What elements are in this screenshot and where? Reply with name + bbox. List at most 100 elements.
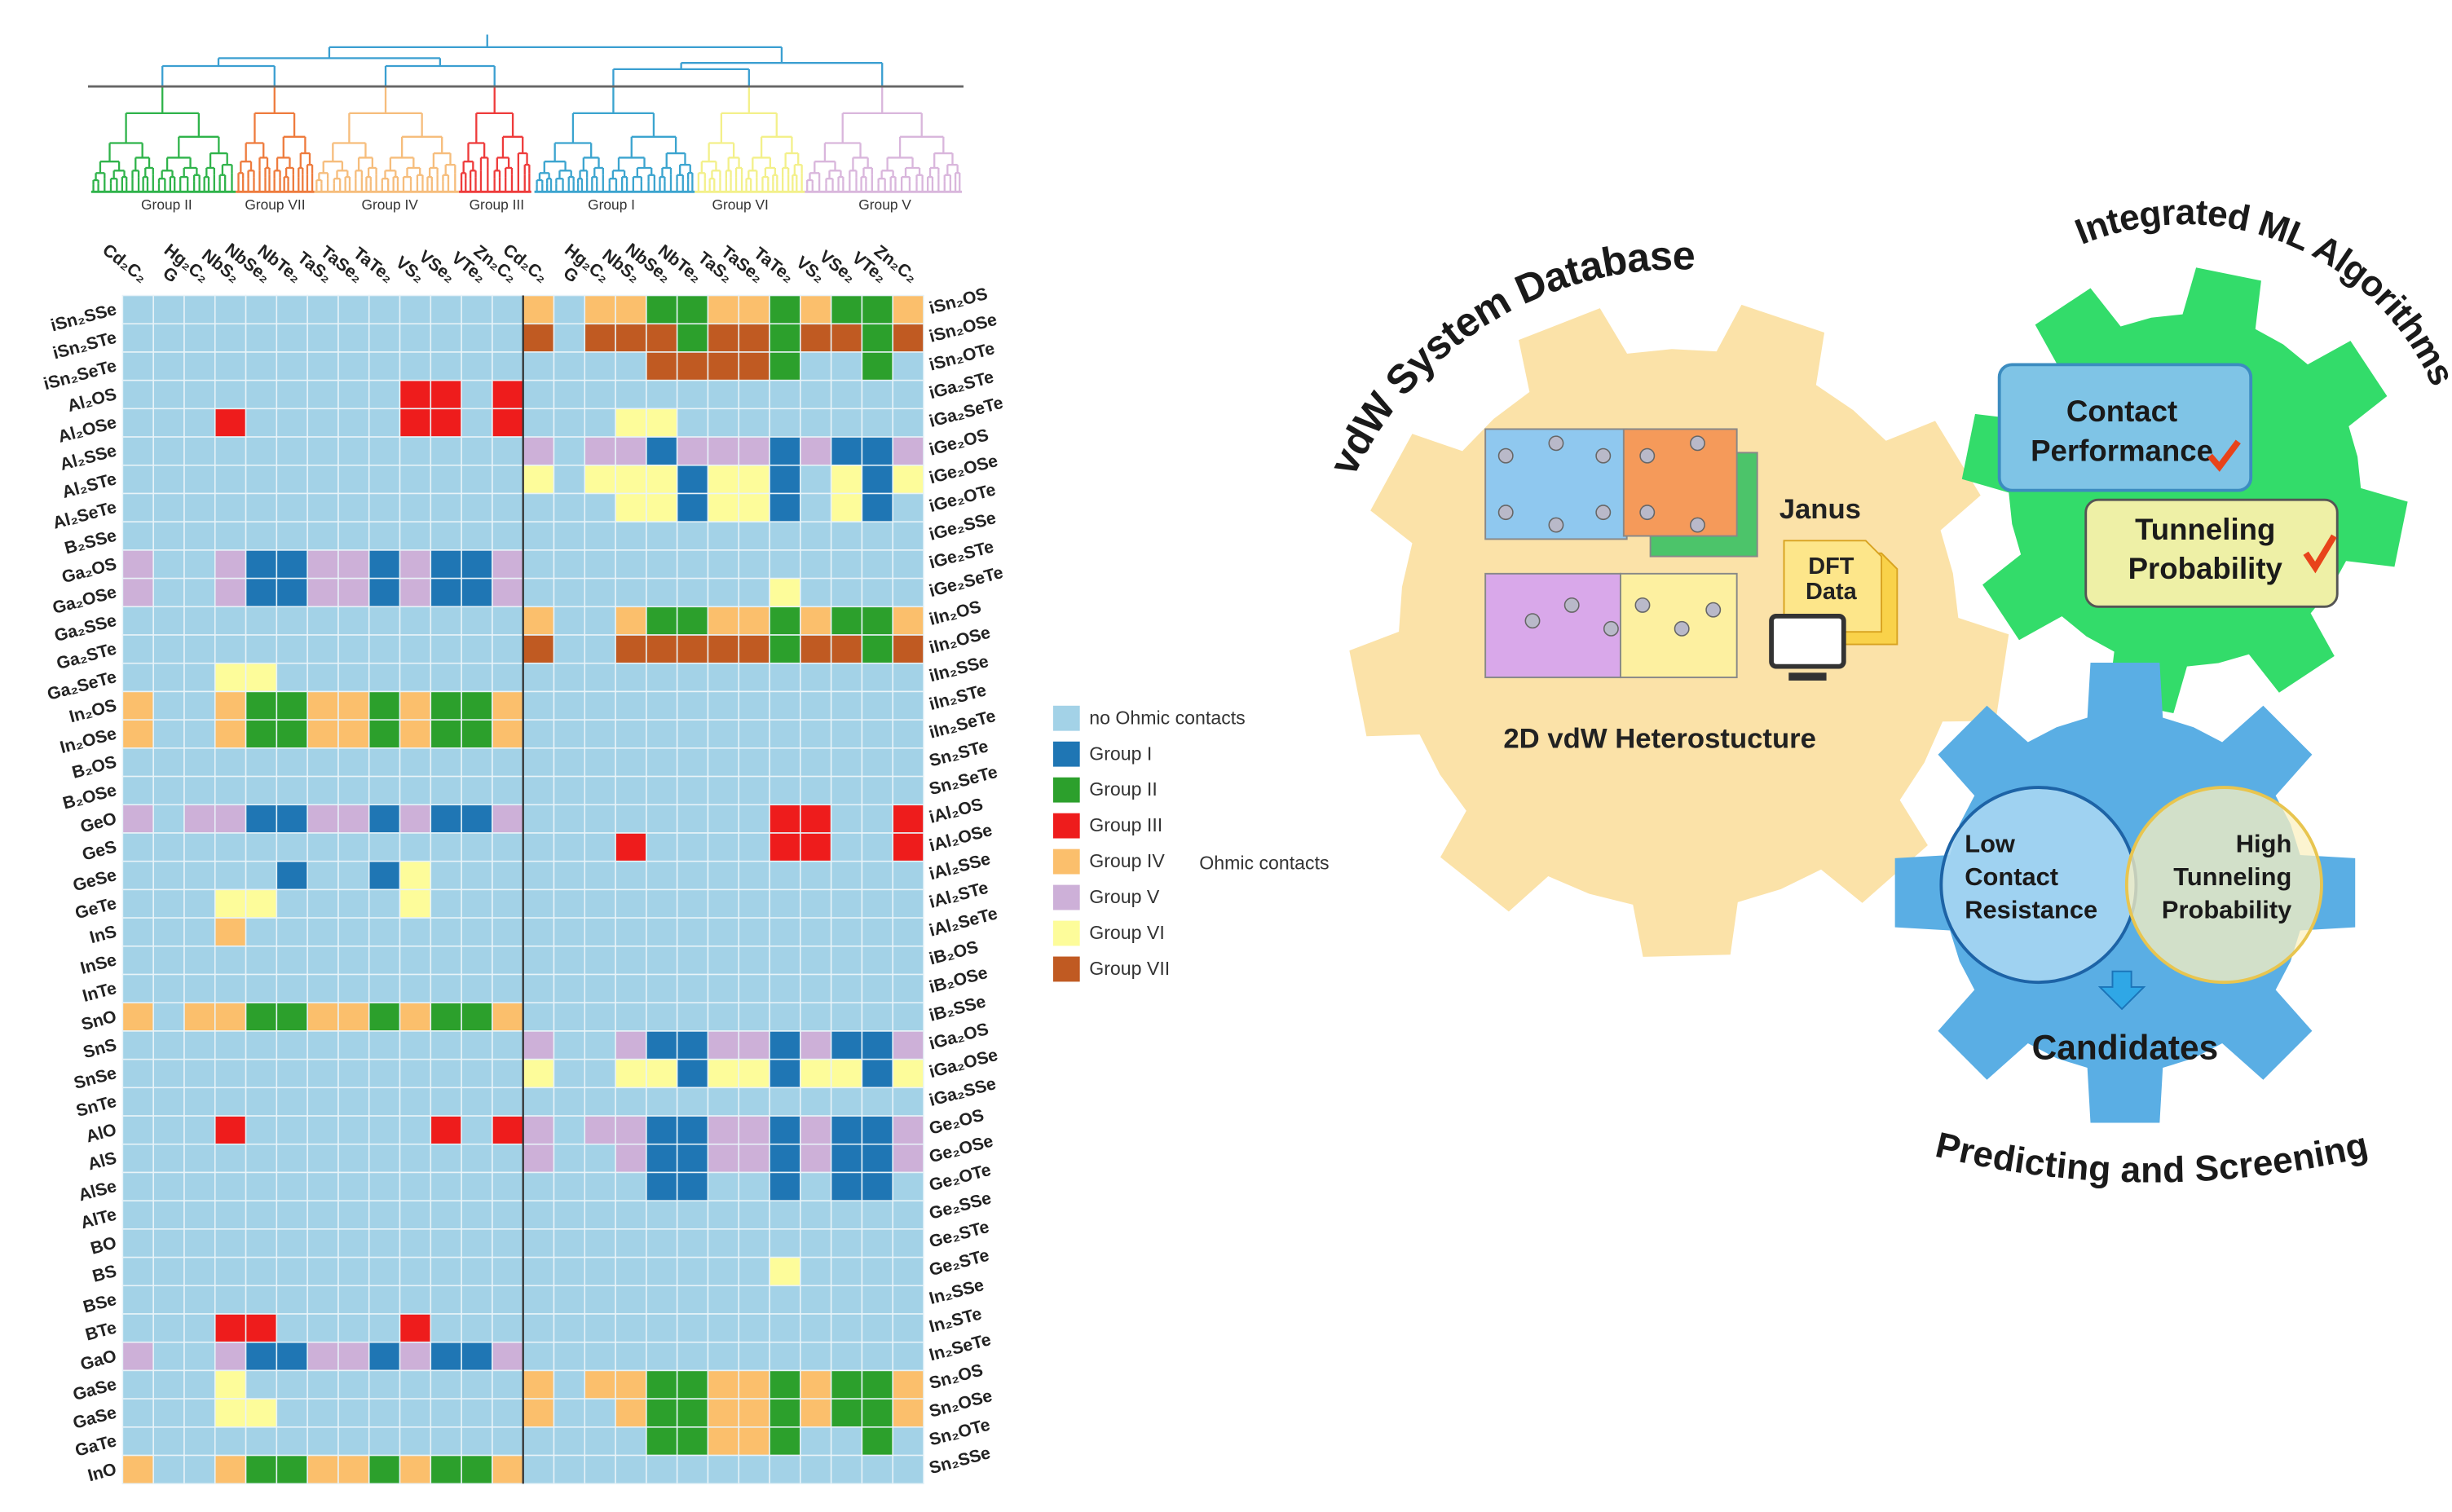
heatmap-cell <box>368 1228 401 1259</box>
heatmap-cell <box>830 294 863 325</box>
heatmap-cell <box>800 1285 832 1315</box>
heatmap-cell <box>676 690 709 721</box>
heatmap-cell <box>861 1171 893 1201</box>
heatmap-cell <box>337 323 370 353</box>
heatmap-cell <box>461 1256 493 1287</box>
heatmap-cell <box>214 634 247 664</box>
heatmap-cell <box>152 662 185 693</box>
heatmap-cell <box>121 1058 154 1089</box>
heatmap-cell <box>368 1369 401 1400</box>
heatmap-cell <box>861 1200 893 1230</box>
heatmap-cell <box>861 775 893 806</box>
heatmap-cell <box>615 1030 647 1060</box>
heatmap-cell <box>800 1341 832 1372</box>
row-label-right: Sn₂OS <box>928 1360 986 1393</box>
heatmap-cell <box>430 521 462 551</box>
heatmap-cell <box>183 1143 216 1174</box>
heatmap-cell <box>646 436 678 466</box>
heatmap-cell <box>522 1087 555 1117</box>
heatmap-cell <box>337 1341 370 1372</box>
row-label-left: AlSe <box>77 1177 119 1205</box>
row-label-left: InSe <box>78 950 118 978</box>
heatmap-cell <box>368 888 401 919</box>
heatmap-cell <box>276 1256 308 1287</box>
heatmap-cell <box>522 832 555 862</box>
heatmap-cell <box>861 1087 893 1117</box>
heatmap-cell <box>152 492 185 522</box>
heatmap-cell <box>152 917 185 947</box>
heatmap-cell <box>276 323 308 353</box>
heatmap-cell <box>800 606 832 636</box>
heatmap-cell <box>306 946 339 976</box>
heatmap-cell <box>399 719 432 749</box>
heatmap-cell <box>738 973 770 1003</box>
heatmap-cell <box>337 1369 370 1400</box>
heatmap-cell <box>152 1087 185 1117</box>
heatmap-cell <box>553 804 586 834</box>
heatmap-cell <box>738 775 770 806</box>
label-line: Probability <box>2162 896 2291 924</box>
heatmap-cell <box>830 775 863 806</box>
heatmap-cell <box>676 888 709 919</box>
heatmap-cell <box>121 775 154 806</box>
heatmap-cell <box>245 946 278 976</box>
heatmap-cell <box>306 1002 339 1032</box>
heatmap-cell <box>769 1341 801 1372</box>
heatmap-cell <box>245 1115 278 1145</box>
heatmap-cell <box>738 1030 770 1060</box>
heatmap-cell <box>676 1030 709 1060</box>
row-label-left: BTe <box>83 1318 118 1344</box>
heatmap-cell <box>769 634 801 664</box>
heatmap-cell <box>492 1030 524 1060</box>
heatmap-cell <box>245 323 278 353</box>
row-label-left: In₂OSe <box>58 724 118 757</box>
atom <box>1634 597 1651 613</box>
heatmap-cell <box>800 1030 832 1060</box>
heatmap-cell <box>368 775 401 806</box>
heatmap-cell <box>121 351 154 381</box>
heatmap-cell <box>430 492 462 522</box>
heatmap-cell <box>306 1030 339 1060</box>
heatmap-cell <box>461 1087 493 1117</box>
heatmap-cell <box>214 747 247 778</box>
heatmap-cell <box>522 1171 555 1201</box>
heatmap-cell <box>861 1002 893 1032</box>
heatmap-cell <box>306 832 339 862</box>
heatmap-cell <box>461 408 493 438</box>
heatmap-cell <box>121 1030 154 1060</box>
heatmap-cell <box>707 1087 740 1117</box>
heatmap-cell <box>492 973 524 1003</box>
heatmap-cell <box>461 804 493 834</box>
heatmap-cell <box>245 1454 278 1485</box>
heatmap-cell <box>553 521 586 551</box>
heatmap-cell <box>368 832 401 862</box>
heatmap-cell <box>152 946 185 976</box>
heatmap-cell <box>368 946 401 976</box>
heatmap-cell <box>276 690 308 721</box>
legend-label: Group V <box>1089 886 1160 907</box>
heatmap-cell <box>707 1143 740 1174</box>
heatmap-cell <box>738 719 770 749</box>
heatmap-cell <box>276 719 308 749</box>
heatmap-cell <box>861 606 893 636</box>
heatmap-cell <box>707 1256 740 1287</box>
heatmap-cell <box>214 577 247 608</box>
heatmap-cell <box>584 323 616 353</box>
heatmap-cell <box>368 294 401 325</box>
heatmap-cell <box>276 946 308 976</box>
heatmap-cell <box>492 690 524 721</box>
heatmap-cell <box>245 606 278 636</box>
heatmap-cell <box>399 1398 432 1428</box>
heatmap-cell <box>461 549 493 580</box>
multi-line-label: Tunneling Probability <box>2128 512 2283 584</box>
heatmap-cell <box>738 860 770 891</box>
row-label-left: In₂OS <box>68 696 119 726</box>
heatmap-cell <box>306 1228 339 1259</box>
heatmap-cell <box>861 1228 893 1259</box>
atom <box>1690 517 1705 533</box>
heatmap-cell <box>430 719 462 749</box>
heatmap-cell <box>676 775 709 806</box>
heatmap-cell <box>368 323 401 353</box>
heatmap-cell <box>553 1426 586 1457</box>
